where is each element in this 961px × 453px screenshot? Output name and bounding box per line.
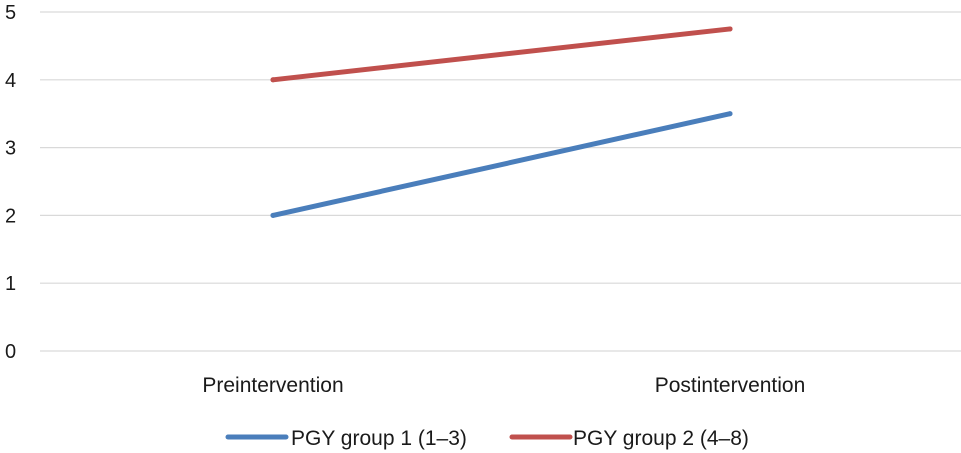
- y-tick-label-2: 2: [5, 205, 16, 227]
- series-line-1: [270, 111, 733, 218]
- y-tick-label-5: 5: [5, 2, 16, 24]
- legend-label-1: PGY group 1 (1–3): [291, 427, 467, 450]
- y-tick-label-4: 4: [5, 70, 16, 92]
- x-category-label-1: Preintervention: [202, 374, 343, 397]
- data-point-s2-2: [727, 26, 733, 32]
- data-point-s1-1: [270, 212, 276, 218]
- data-point-s1-2: [727, 111, 733, 117]
- legend-label-2: PGY group 2 (4–8): [573, 427, 749, 450]
- data-point-s2-1: [270, 77, 276, 83]
- x-axis-category-labels: Preintervention Postintervention: [202, 374, 805, 397]
- gridlines: [40, 11, 961, 352]
- series-lines: [270, 26, 733, 218]
- y-tick-label-0: 0: [5, 341, 16, 363]
- y-axis-tick-labels: 0 1 2 3 4 5: [5, 2, 16, 363]
- legend: PGY group 1 (1–3) PGY group 2 (4–8): [225, 427, 749, 450]
- x-category-label-2: Postintervention: [655, 374, 806, 397]
- y-tick-label-3: 3: [5, 138, 16, 160]
- series-line-2: [270, 26, 733, 83]
- y-tick-label-1: 1: [5, 273, 16, 295]
